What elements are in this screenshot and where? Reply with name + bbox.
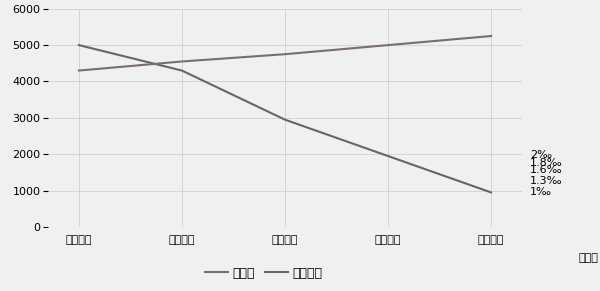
- Legend: 催化剂, 有机固废: 催化剂, 有机固废: [200, 262, 328, 285]
- Text: 催化剂: 催化剂: [579, 253, 599, 263]
